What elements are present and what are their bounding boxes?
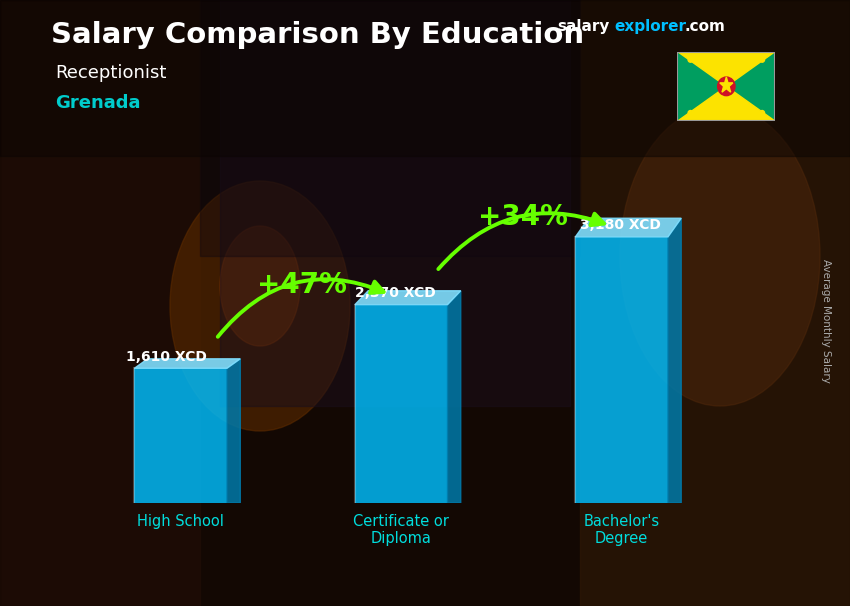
Text: Average Monthly Salary: Average Monthly Salary	[821, 259, 831, 383]
Circle shape	[701, 57, 706, 62]
Polygon shape	[447, 291, 461, 503]
Text: Salary Comparison By Education: Salary Comparison By Education	[51, 21, 584, 49]
Bar	[0, 0, 850, 156]
Ellipse shape	[620, 106, 820, 406]
Text: 1,610 XCD: 1,610 XCD	[126, 350, 207, 364]
Circle shape	[688, 110, 693, 116]
Circle shape	[747, 57, 751, 62]
Text: 2,370 XCD: 2,370 XCD	[355, 286, 436, 300]
Circle shape	[724, 57, 728, 62]
Ellipse shape	[170, 181, 350, 431]
Bar	[200, 0, 580, 256]
Text: .com: .com	[684, 19, 725, 35]
Text: +34%: +34%	[478, 203, 568, 231]
FancyArrowPatch shape	[218, 279, 383, 337]
Circle shape	[760, 110, 764, 116]
Polygon shape	[677, 52, 726, 121]
Bar	[134, 368, 227, 503]
Bar	[575, 237, 668, 503]
Text: Receptionist: Receptionist	[55, 64, 167, 82]
Polygon shape	[355, 291, 461, 305]
Polygon shape	[227, 359, 241, 503]
Circle shape	[688, 57, 693, 62]
Polygon shape	[668, 218, 681, 503]
Circle shape	[760, 57, 764, 62]
Text: Grenada: Grenada	[55, 94, 141, 112]
Polygon shape	[134, 359, 241, 368]
Bar	[580, 0, 850, 606]
Bar	[0, 0, 200, 606]
Polygon shape	[575, 218, 681, 237]
FancyArrowPatch shape	[439, 213, 604, 269]
Polygon shape	[677, 87, 775, 121]
Text: explorer: explorer	[615, 19, 687, 35]
Polygon shape	[720, 77, 733, 92]
Text: salary: salary	[557, 19, 609, 35]
Polygon shape	[677, 52, 775, 87]
Bar	[355, 305, 447, 503]
Circle shape	[717, 77, 735, 96]
Ellipse shape	[220, 226, 300, 346]
Text: +47%: +47%	[257, 271, 347, 299]
Polygon shape	[726, 52, 775, 121]
Text: 3,180 XCD: 3,180 XCD	[580, 218, 660, 232]
Bar	[220, 0, 570, 406]
